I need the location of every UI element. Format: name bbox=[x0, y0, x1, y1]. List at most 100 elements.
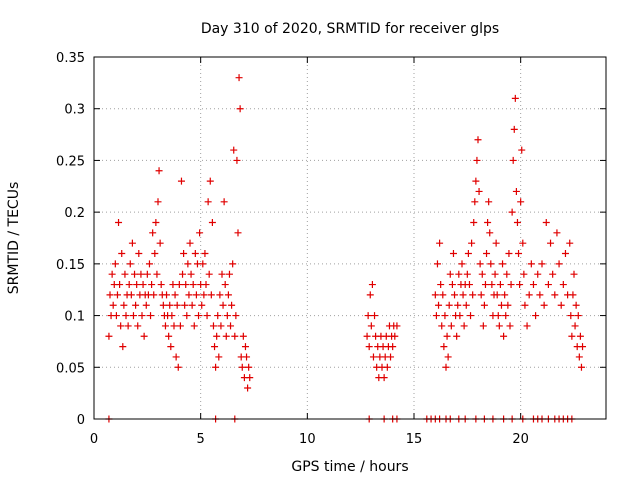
data-point bbox=[229, 260, 237, 268]
data-point bbox=[219, 301, 227, 309]
data-point bbox=[142, 301, 150, 309]
data-point bbox=[574, 312, 582, 320]
data-point bbox=[221, 281, 229, 289]
grid bbox=[94, 57, 606, 419]
data-point bbox=[477, 291, 485, 299]
data-point bbox=[483, 250, 491, 258]
data-point bbox=[391, 332, 399, 340]
data-point bbox=[115, 218, 123, 226]
data-point bbox=[515, 250, 523, 258]
data-point bbox=[216, 291, 224, 299]
data-point bbox=[455, 270, 463, 278]
data-point bbox=[245, 363, 253, 371]
data-point bbox=[213, 332, 221, 340]
data-point bbox=[363, 332, 371, 340]
data-point bbox=[472, 177, 480, 185]
data-point bbox=[117, 322, 125, 330]
data-point bbox=[159, 301, 167, 309]
data-point bbox=[502, 312, 510, 320]
data-point bbox=[508, 208, 516, 216]
data-point bbox=[132, 301, 140, 309]
data-point bbox=[183, 312, 191, 320]
data-point bbox=[520, 270, 528, 278]
data-point bbox=[557, 301, 565, 309]
y-tick-label: 0.35 bbox=[56, 51, 85, 66]
data-point bbox=[112, 312, 120, 320]
data-point bbox=[443, 332, 451, 340]
data-point bbox=[471, 198, 479, 206]
data-point bbox=[505, 250, 513, 258]
data-point bbox=[367, 322, 375, 330]
data-point bbox=[555, 260, 563, 268]
data-point bbox=[503, 270, 511, 278]
data-point bbox=[474, 136, 482, 144]
data-point bbox=[496, 281, 504, 289]
data-point bbox=[121, 270, 129, 278]
data-point bbox=[122, 312, 130, 320]
data-point bbox=[191, 250, 199, 258]
data-point bbox=[512, 187, 520, 195]
data-point bbox=[499, 260, 507, 268]
data-point bbox=[228, 301, 236, 309]
data-point bbox=[479, 322, 487, 330]
data-point bbox=[436, 239, 444, 247]
data-point bbox=[105, 332, 113, 340]
data-point bbox=[156, 239, 164, 247]
data-point bbox=[506, 322, 514, 330]
data-point bbox=[128, 239, 136, 247]
y-tick-label: 0.2 bbox=[64, 206, 85, 221]
y-axis-label: SRMTID / TECUs bbox=[6, 182, 22, 295]
data-point bbox=[572, 301, 580, 309]
data-point bbox=[527, 260, 535, 268]
data-point bbox=[488, 281, 496, 289]
data-point bbox=[476, 260, 484, 268]
data-point bbox=[244, 384, 252, 392]
data-point bbox=[509, 156, 517, 164]
data-point bbox=[147, 312, 155, 320]
data-point bbox=[233, 156, 241, 164]
data-point bbox=[184, 260, 192, 268]
data-point bbox=[137, 270, 145, 278]
x-tick-label: 5 bbox=[197, 432, 205, 447]
data-point bbox=[182, 281, 190, 289]
data-point bbox=[230, 146, 238, 154]
data-point bbox=[449, 250, 457, 258]
data-point bbox=[231, 332, 239, 340]
data-point bbox=[204, 198, 212, 206]
data-point bbox=[458, 260, 466, 268]
data-point bbox=[211, 343, 219, 351]
data-point bbox=[507, 281, 515, 289]
data-point bbox=[125, 281, 133, 289]
data-point bbox=[243, 353, 251, 361]
data-point bbox=[199, 260, 207, 268]
data-point bbox=[212, 363, 220, 371]
data-point bbox=[202, 281, 210, 289]
data-point bbox=[439, 291, 447, 299]
data-point bbox=[192, 291, 200, 299]
data-point bbox=[518, 146, 526, 154]
data-point bbox=[542, 218, 550, 226]
data-point bbox=[544, 281, 552, 289]
data-point bbox=[519, 239, 527, 247]
data-point bbox=[166, 301, 174, 309]
data-point bbox=[569, 291, 577, 299]
data-point bbox=[154, 198, 162, 206]
data-point bbox=[151, 250, 159, 258]
data-point bbox=[127, 291, 135, 299]
data-point bbox=[140, 332, 148, 340]
data-point bbox=[139, 281, 147, 289]
data-point bbox=[149, 229, 157, 237]
data-point bbox=[126, 260, 134, 268]
data-point bbox=[579, 343, 587, 351]
data-point bbox=[513, 218, 521, 226]
data-point bbox=[172, 353, 180, 361]
data-point bbox=[206, 177, 214, 185]
data-point bbox=[473, 156, 481, 164]
data-point bbox=[521, 301, 529, 309]
data-point bbox=[433, 260, 441, 268]
data-point bbox=[214, 312, 222, 320]
data-point bbox=[456, 312, 464, 320]
data-point bbox=[145, 260, 153, 268]
data-point bbox=[389, 343, 397, 351]
